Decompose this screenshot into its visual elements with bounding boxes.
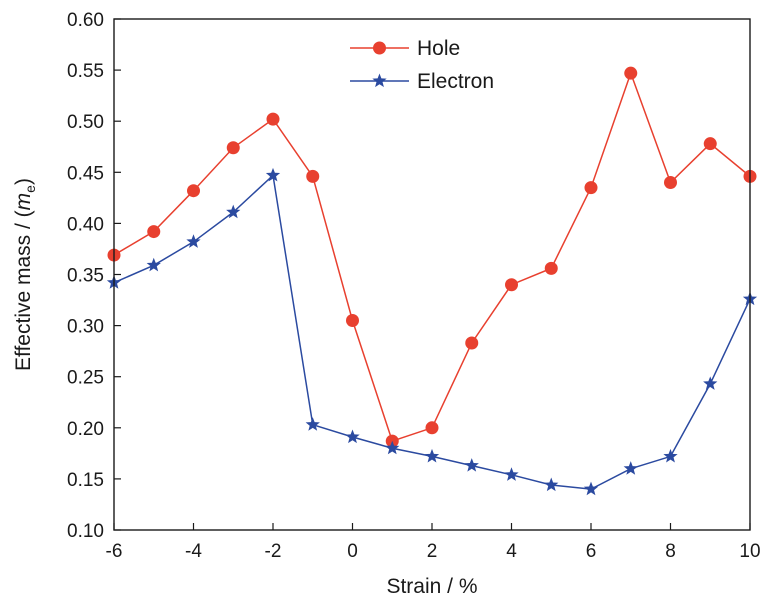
y-axis-title-suffix: ): [12, 178, 35, 185]
y-tick-label: 0.15: [67, 470, 104, 491]
x-axis-title: Strain / %: [386, 575, 477, 598]
data-point-electron: [623, 461, 638, 475]
data-point-electron: [464, 458, 479, 472]
data-point-hole: [266, 112, 280, 126]
data-point-electron: [265, 167, 281, 182]
data-point-hole: [147, 225, 161, 239]
data-point-hole: [187, 184, 200, 198]
data-point-hole: [306, 169, 320, 183]
series-line-hole: [113, 70, 751, 443]
data-point-electron: [345, 429, 360, 444]
y-tick-label: 0.30: [67, 317, 104, 338]
data-point-electron: [583, 481, 599, 496]
legend-label-hole: Hole: [417, 37, 460, 60]
y-tick-label: 0.25: [67, 368, 104, 389]
data-point-hole: [664, 176, 677, 190]
data-point-electron: [385, 440, 400, 455]
series-hole: [107, 66, 757, 448]
series-electron: [106, 167, 758, 496]
data-point-hole: [624, 66, 638, 80]
y-axis-title: Effective mass / (me): [12, 178, 38, 371]
data-point-hole: [346, 313, 359, 327]
x-tick-label: 8: [665, 541, 676, 562]
data-point-hole: [425, 421, 439, 435]
plot-frame: [113, 18, 751, 531]
y-axis-title-italic: m: [12, 193, 35, 211]
data-point-electron: [424, 448, 440, 463]
series-line-electron: [113, 173, 751, 490]
data-point-electron: [226, 204, 241, 219]
data-point-electron: [504, 467, 519, 481]
y-tick-label: 0.35: [67, 266, 104, 287]
legend-marker-electron: [372, 73, 387, 88]
data-point-electron: [305, 417, 320, 431]
data-point-hole: [505, 278, 518, 292]
y-tick-label: 0.40: [67, 214, 104, 235]
y-tick-label: 0.60: [67, 10, 104, 31]
data-point-hole: [544, 261, 558, 275]
y-tick-label: 0.55: [67, 61, 104, 82]
x-tick-label: 6: [586, 541, 597, 562]
data-point-electron: [663, 448, 678, 463]
legend-marker-hole: [373, 41, 386, 55]
series-layer: [106, 66, 758, 496]
y-tick-label: 0.50: [67, 112, 104, 133]
data-point-hole: [703, 137, 717, 151]
ticks-layer: 0.10 0.15 0.20 0.25 0.30 0.35 0.40 0.45 0.50 0.55…: [67, 10, 761, 562]
x-tick-label: 10: [739, 541, 760, 562]
y-axis-title-subscript: e: [22, 185, 38, 193]
legend: Hole Electron: [350, 37, 494, 93]
x-tick-label: -4: [185, 541, 202, 562]
x-tick-label: -6: [106, 541, 123, 562]
data-point-electron: [186, 234, 201, 248]
data-point-hole: [465, 336, 479, 350]
x-tick-label: 2: [427, 541, 438, 562]
legend-item-electron: Electron: [350, 70, 494, 93]
y-tick-label: 0.10: [67, 521, 104, 542]
y-axis-title-prefix: Effective mass / (: [12, 210, 35, 371]
data-point-hole: [584, 181, 598, 195]
legend-item-hole: Hole: [350, 37, 460, 60]
x-tick-label: 0: [347, 541, 358, 562]
x-tick-label: -2: [265, 541, 282, 562]
data-point-electron: [544, 477, 559, 492]
data-point-hole: [226, 141, 240, 155]
y-tick-label: 0.20: [67, 419, 104, 440]
data-point-electron: [703, 376, 718, 390]
legend-label-electron: Electron: [417, 70, 494, 93]
y-tick-label: 0.45: [67, 163, 104, 184]
data-point-electron: [146, 257, 161, 272]
x-tick-label: 4: [506, 541, 517, 562]
